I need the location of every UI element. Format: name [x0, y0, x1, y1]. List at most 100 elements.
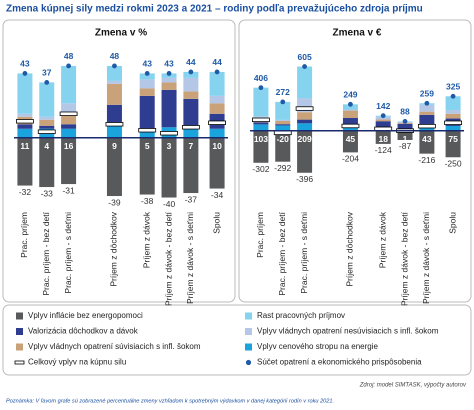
legend-swatch — [245, 328, 252, 335]
bar-segment — [183, 77, 199, 92]
total-label: 103 — [254, 134, 268, 144]
bar-segment — [209, 71, 225, 96]
total-marker — [105, 122, 124, 127]
total-label: 4 — [44, 141, 49, 151]
legend-label: Vplyv vládnych opatrení súvisiacich s in… — [28, 342, 201, 351]
total-marker — [341, 123, 360, 129]
total-label: -20 — [277, 134, 290, 144]
legend-swatch — [16, 343, 23, 351]
bar-segment — [375, 121, 391, 129]
legend-frame — [2, 304, 472, 376]
negative-label: -33 — [41, 188, 54, 198]
bar-segment — [209, 137, 225, 189]
x-tick-label: Prac. príjem — [19, 212, 29, 258]
x-tick-label: Príjem z dávok — [141, 211, 151, 268]
bar-segment — [297, 119, 313, 124]
negative-label: -396 — [296, 174, 313, 184]
total-label: 5 — [145, 141, 150, 151]
bar-segment — [419, 104, 435, 112]
bar-segment — [17, 113, 33, 117]
bar-segment — [139, 137, 155, 195]
bar-segment — [419, 111, 435, 115]
x-tick-label: Príjem z dávok — [377, 211, 387, 268]
total-marker — [252, 117, 270, 123]
total-label: 43 — [422, 134, 432, 144]
note: Poznámka: V ľavom grafe sú zobrazené per… — [6, 398, 334, 404]
negative-label: -40 — [163, 199, 176, 209]
sum-label: 48 — [64, 51, 74, 61]
negative-label: -124 — [375, 145, 392, 155]
bar-segment — [139, 79, 155, 89]
bar-segment — [61, 128, 77, 138]
legend-label: Rast pracovných príjmov — [257, 311, 345, 320]
bar-segment — [139, 88, 155, 96]
legend-swatch — [245, 312, 252, 320]
bar-segment — [397, 130, 413, 140]
panel-frame — [238, 19, 472, 303]
total-marker — [208, 120, 226, 125]
total-label: 1 — [403, 134, 408, 144]
bar-segment — [445, 96, 461, 111]
bar-segment — [161, 137, 177, 198]
bar-segment — [253, 124, 269, 131]
x-tick-label: Prac. príjem — [255, 212, 265, 258]
sum-label: 44 — [212, 57, 222, 67]
bar-segment — [375, 119, 391, 122]
bar-segment — [297, 66, 313, 99]
bar-segment — [342, 104, 358, 110]
total-marker — [16, 119, 34, 124]
bar-segment — [445, 130, 461, 158]
x-tick-label: Prac. príjem - s deťmi — [63, 212, 73, 294]
bar-segment — [161, 82, 177, 90]
sum-label: 88 — [400, 107, 410, 117]
bar-segment — [17, 73, 33, 114]
sum-label: 272 — [276, 87, 290, 97]
bar-segment — [106, 125, 122, 138]
bar-segment — [342, 109, 358, 111]
bar-segment — [445, 125, 461, 131]
sum-label: 249 — [343, 90, 357, 100]
total-label: 75 — [448, 134, 458, 144]
bar-segment — [39, 125, 55, 129]
negative-label: -204 — [342, 154, 359, 164]
bar-segment — [106, 104, 122, 126]
panel-title: Zmena v % — [95, 28, 147, 39]
sum-label: 43 — [142, 59, 152, 69]
sum-label: 406 — [254, 73, 268, 83]
bar-segment — [253, 122, 269, 125]
x-tick-label: Prac. príjem - s deťmi — [299, 212, 309, 294]
bar-segment — [375, 130, 391, 144]
negative-label: -302 — [252, 164, 269, 174]
sum-label: 142 — [376, 101, 390, 111]
bar-segment — [397, 123, 413, 130]
total-label: 7 — [189, 141, 194, 151]
legend-label: Celkový vplyv na kúpnu silu — [28, 358, 126, 367]
bar-segment — [342, 130, 358, 153]
bar-segment — [61, 65, 77, 104]
legend-swatch — [245, 359, 252, 366]
bar-segment — [61, 103, 77, 116]
sum-dot — [302, 64, 307, 69]
negative-label: -38 — [141, 196, 154, 206]
total-marker — [138, 128, 157, 133]
total-marker — [37, 129, 56, 134]
bar-segment — [342, 110, 358, 119]
bar-segment — [106, 65, 122, 81]
total-marker — [160, 131, 178, 136]
bar-segment — [253, 87, 269, 117]
negative-label: -292 — [274, 163, 291, 173]
bar-segment — [275, 101, 291, 120]
legend-label: Vplyv vládnych opatrení nesúvisiacich s … — [257, 327, 439, 336]
bar-segment — [419, 130, 435, 154]
x-tick-label: Príjem z dôchodkov — [345, 211, 355, 286]
sum-dot — [424, 100, 430, 106]
x-tick-label: Prac. príjem - bez detí — [41, 211, 51, 295]
x-tick-label: Príjem z dávok - bez detí — [399, 211, 409, 306]
sum-label: 43 — [164, 59, 174, 69]
panel-frame — [2, 19, 236, 303]
bar-segment — [39, 116, 55, 120]
sum-dot — [188, 69, 194, 75]
legend-label: Vplyv inflácie bez energopomoci — [28, 311, 143, 320]
bar-segment — [445, 110, 461, 114]
bar-segment — [106, 137, 122, 197]
